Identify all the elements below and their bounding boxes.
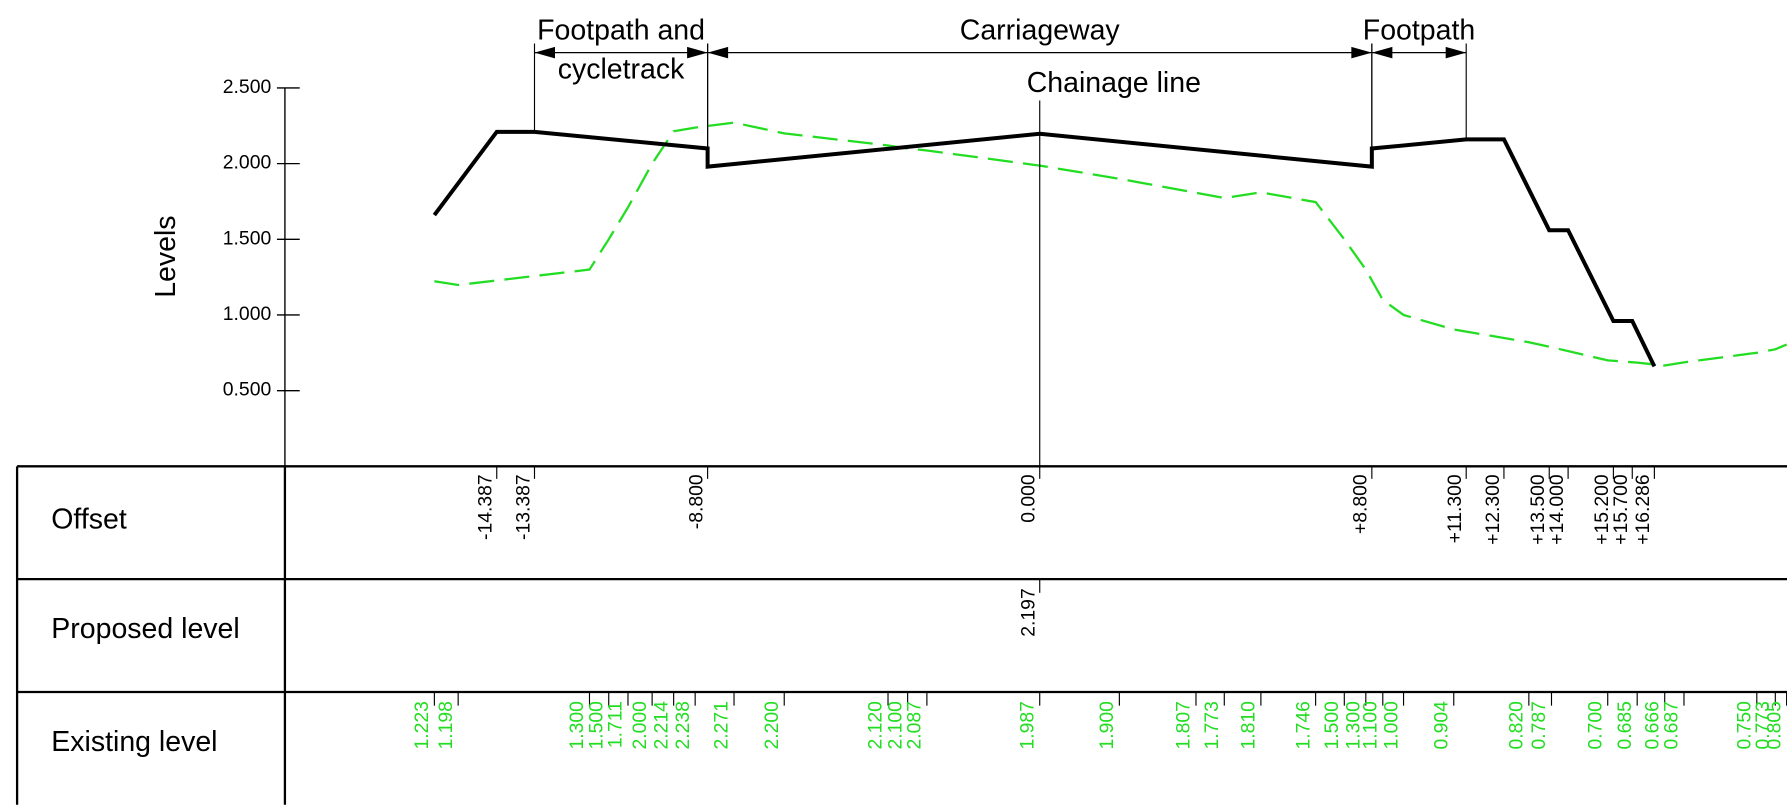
existing-level-label: 1.500 bbox=[585, 701, 607, 750]
existing-level-label: 0.700 bbox=[1584, 701, 1606, 750]
dimension-label: Footpath bbox=[1363, 15, 1475, 47]
y-tick-label: 0.500 bbox=[223, 379, 272, 401]
offset-label: +15.700 bbox=[1610, 474, 1632, 545]
offset-label: +12.300 bbox=[1482, 474, 1504, 545]
existing-level-label: 0.750 bbox=[1734, 701, 1756, 750]
arrowhead bbox=[687, 46, 708, 59]
dimension-label: Carriageway bbox=[960, 15, 1121, 47]
y-tick-label: 1.000 bbox=[223, 303, 272, 325]
arrowhead bbox=[1371, 46, 1393, 59]
existing-level-label: 1.223 bbox=[411, 701, 433, 749]
row-heading: Proposed level bbox=[51, 613, 239, 645]
existing-level-label: 1.300 bbox=[566, 701, 588, 750]
existing-level-label: 2.087 bbox=[904, 701, 926, 749]
row-heading: Offset bbox=[51, 504, 127, 536]
existing-level-label: 1.987 bbox=[1016, 701, 1038, 749]
offset-label: +14.000 bbox=[1546, 474, 1568, 545]
arrowhead bbox=[1445, 46, 1467, 59]
y-tick-label: 2.500 bbox=[223, 76, 272, 98]
y-tick-label: 2.000 bbox=[223, 152, 272, 174]
offset-label: -14.387 bbox=[475, 474, 497, 540]
y-tick-label: 1.500 bbox=[223, 227, 272, 249]
existing-level-label: 2.238 bbox=[672, 701, 694, 749]
offset-label: 0.000 bbox=[1018, 474, 1040, 523]
offset-label: +11.300 bbox=[1444, 474, 1466, 543]
existing-level-label: 2.200 bbox=[761, 701, 783, 750]
existing-level-label: 1.000 bbox=[1380, 701, 1402, 750]
existing-level-label: 1.807 bbox=[1173, 701, 1195, 749]
arrowhead bbox=[534, 46, 556, 59]
offset-label: -8.800 bbox=[685, 474, 707, 529]
dimension-label: Footpath and bbox=[537, 15, 705, 47]
existing-level-label: 1.810 bbox=[1238, 701, 1260, 750]
existing-level-label: 0.685 bbox=[1614, 701, 1636, 749]
arrowhead bbox=[707, 46, 729, 59]
existing-level-label: 0.787 bbox=[1528, 701, 1550, 749]
offset-label: +8.800 bbox=[1350, 474, 1372, 534]
dimension-label: cycletrack bbox=[558, 53, 685, 85]
row-heading: Existing level bbox=[51, 726, 217, 758]
existing-level-label: 0.820 bbox=[1506, 701, 1528, 750]
existing-level-label: 2.120 bbox=[865, 701, 887, 750]
existing-level-label: 0.666 bbox=[1641, 701, 1663, 749]
existing-level-label: 0.773 bbox=[1752, 701, 1774, 749]
existing-level-label: 0.805 bbox=[1763, 701, 1785, 749]
table-frame bbox=[15, 465, 1787, 805]
existing-level-line bbox=[434, 121, 1787, 367]
existing-level-label: 1.711 bbox=[605, 701, 627, 748]
chainage-label: Chainage line bbox=[1027, 67, 1201, 99]
existing-level-label: 2.100 bbox=[884, 701, 906, 750]
existing-level-label: 0.687 bbox=[1661, 701, 1683, 749]
offset-label: -13.387 bbox=[512, 474, 534, 540]
existing-level-label: 2.214 bbox=[650, 701, 672, 750]
proposed-level-label: 2.197 bbox=[1018, 588, 1040, 636]
existing-level-label: 2.271 bbox=[711, 701, 733, 749]
existing-level-label: 1.100 bbox=[1360, 701, 1382, 750]
offset-label: +13.500 bbox=[1527, 474, 1549, 545]
y-axis-label: Levels bbox=[150, 215, 182, 297]
offset-label: +16.286 bbox=[1632, 474, 1654, 545]
existing-level-label: 1.773 bbox=[1201, 701, 1223, 749]
existing-level-label: 1.500 bbox=[1321, 701, 1343, 750]
existing-level-label: 0.904 bbox=[1430, 701, 1452, 750]
arrowhead bbox=[1351, 46, 1372, 59]
existing-level-label: 1.900 bbox=[1096, 701, 1118, 750]
existing-level-label: 1.746 bbox=[1292, 701, 1314, 749]
existing-level-label: 2.000 bbox=[629, 701, 651, 750]
offset-label: +15.200 bbox=[1591, 474, 1613, 545]
existing-level-label: 1.198 bbox=[435, 701, 457, 749]
existing-level-label: 1.300 bbox=[1343, 701, 1365, 750]
